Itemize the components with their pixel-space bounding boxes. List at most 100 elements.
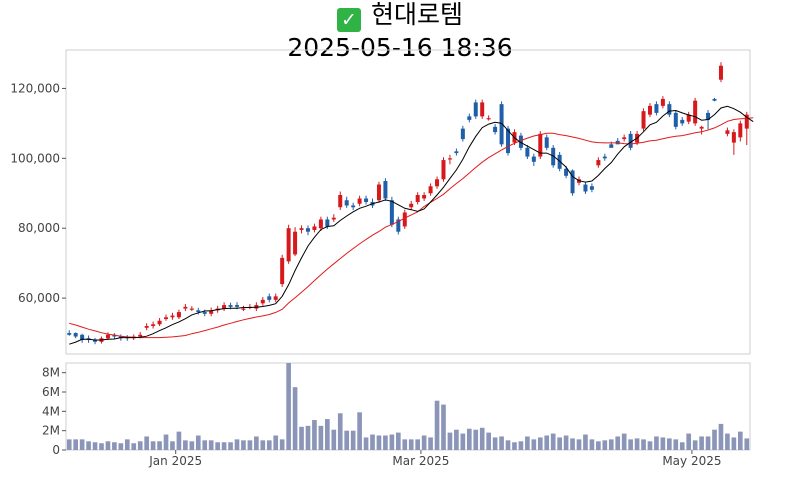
volume-bar bbox=[602, 440, 608, 450]
volume-bar bbox=[544, 435, 550, 450]
candle-body bbox=[202, 312, 207, 314]
volume-bar bbox=[176, 431, 182, 450]
x-tick-label: Jan 2025 bbox=[148, 454, 202, 468]
volume-bar bbox=[292, 387, 298, 450]
candle-body bbox=[428, 186, 433, 194]
candle-body bbox=[460, 128, 465, 140]
volume-bar bbox=[454, 429, 459, 450]
volume-bar bbox=[518, 441, 524, 450]
candle-body bbox=[531, 156, 536, 162]
volume-bar bbox=[531, 439, 537, 450]
volume-bar bbox=[718, 423, 724, 450]
candle-body bbox=[493, 126, 498, 133]
candle-body bbox=[441, 160, 446, 180]
price-panel-frame bbox=[65, 49, 751, 355]
candle-body bbox=[693, 100, 698, 124]
title-text: 현대로템 bbox=[370, 0, 463, 29]
volume-bar bbox=[486, 432, 491, 450]
candle-body bbox=[286, 228, 291, 262]
candle-body bbox=[396, 219, 401, 232]
volume-bar bbox=[654, 436, 659, 450]
volume-bar bbox=[105, 441, 111, 450]
volume-bar bbox=[583, 434, 588, 450]
volume-bar bbox=[615, 436, 621, 450]
candle-body bbox=[157, 320, 162, 325]
volume-bar bbox=[692, 440, 698, 450]
candle-body bbox=[170, 315, 175, 318]
volume-bar bbox=[673, 439, 679, 450]
volume-bar bbox=[150, 441, 156, 450]
volume-bar bbox=[163, 434, 169, 450]
candle-body bbox=[260, 299, 265, 304]
check-mark-icon: ✓ bbox=[336, 8, 361, 32]
volume-bar bbox=[473, 429, 479, 450]
volume-bar bbox=[395, 432, 401, 450]
volume-bar bbox=[525, 436, 530, 450]
volume-bar bbox=[434, 400, 440, 450]
volume-bar bbox=[679, 442, 685, 450]
volume-bar bbox=[260, 440, 266, 450]
candle-body bbox=[325, 219, 330, 227]
volume-y-tick-label: 8M bbox=[42, 366, 60, 380]
volume-bar bbox=[641, 439, 646, 450]
candle-body bbox=[305, 228, 310, 232]
volume-bar bbox=[537, 437, 543, 450]
volume-bar bbox=[505, 440, 511, 450]
candle-body bbox=[80, 334, 85, 341]
volume-bar bbox=[208, 440, 214, 450]
volume-bar bbox=[273, 435, 279, 450]
volume-bar bbox=[621, 433, 627, 450]
moving-average-short-line bbox=[69, 105, 754, 345]
candle-body bbox=[105, 334, 110, 339]
candle-body bbox=[551, 147, 556, 166]
candle-body bbox=[467, 116, 472, 120]
candle-body bbox=[596, 160, 601, 166]
candle-body bbox=[609, 144, 614, 148]
volume-y-tick-label: 4M bbox=[42, 404, 60, 418]
volume-bar bbox=[512, 442, 517, 450]
volume-bar bbox=[376, 435, 382, 450]
candle-body bbox=[267, 296, 272, 300]
volume-bar bbox=[686, 433, 692, 450]
volume-bar bbox=[731, 437, 737, 450]
volume-bar bbox=[247, 440, 253, 450]
chart-title: ✓ 현대로템 bbox=[0, 0, 800, 32]
candle-body bbox=[209, 310, 214, 314]
candle-body bbox=[506, 128, 511, 154]
candle-body bbox=[712, 98, 717, 101]
volume-bar bbox=[99, 443, 104, 450]
candle-body bbox=[151, 324, 156, 327]
candle-body bbox=[67, 333, 72, 335]
candle-body bbox=[73, 333, 78, 337]
volume-bar bbox=[492, 437, 498, 450]
volume-bar bbox=[66, 439, 72, 450]
candle-body bbox=[518, 135, 523, 148]
candle-body bbox=[628, 133, 633, 148]
volume-bar bbox=[460, 433, 466, 450]
volume-bar bbox=[589, 439, 595, 450]
candle-body bbox=[544, 137, 549, 148]
price-y-tick-label: 60,000 bbox=[18, 291, 60, 305]
moving-average-long-line bbox=[69, 117, 754, 339]
volume-bar bbox=[428, 437, 433, 450]
volume-bar bbox=[234, 439, 240, 450]
volume-bar bbox=[189, 441, 195, 450]
volume-bar bbox=[344, 430, 350, 450]
candle-body bbox=[525, 147, 530, 157]
volume-bar bbox=[202, 440, 208, 450]
volume-bar bbox=[350, 430, 356, 450]
candle-body bbox=[93, 340, 98, 342]
candle-body bbox=[344, 200, 349, 206]
volume-bar bbox=[447, 432, 453, 450]
candle-body bbox=[673, 112, 678, 127]
volume-bar bbox=[266, 440, 272, 450]
candle-body bbox=[138, 334, 143, 337]
volume-bar bbox=[557, 437, 562, 450]
candle-body bbox=[706, 112, 711, 120]
volume-bar bbox=[628, 439, 633, 450]
volume-bar bbox=[370, 434, 375, 450]
volume-bar bbox=[92, 442, 98, 450]
candle-body bbox=[667, 104, 672, 115]
volume-bar bbox=[73, 439, 79, 450]
